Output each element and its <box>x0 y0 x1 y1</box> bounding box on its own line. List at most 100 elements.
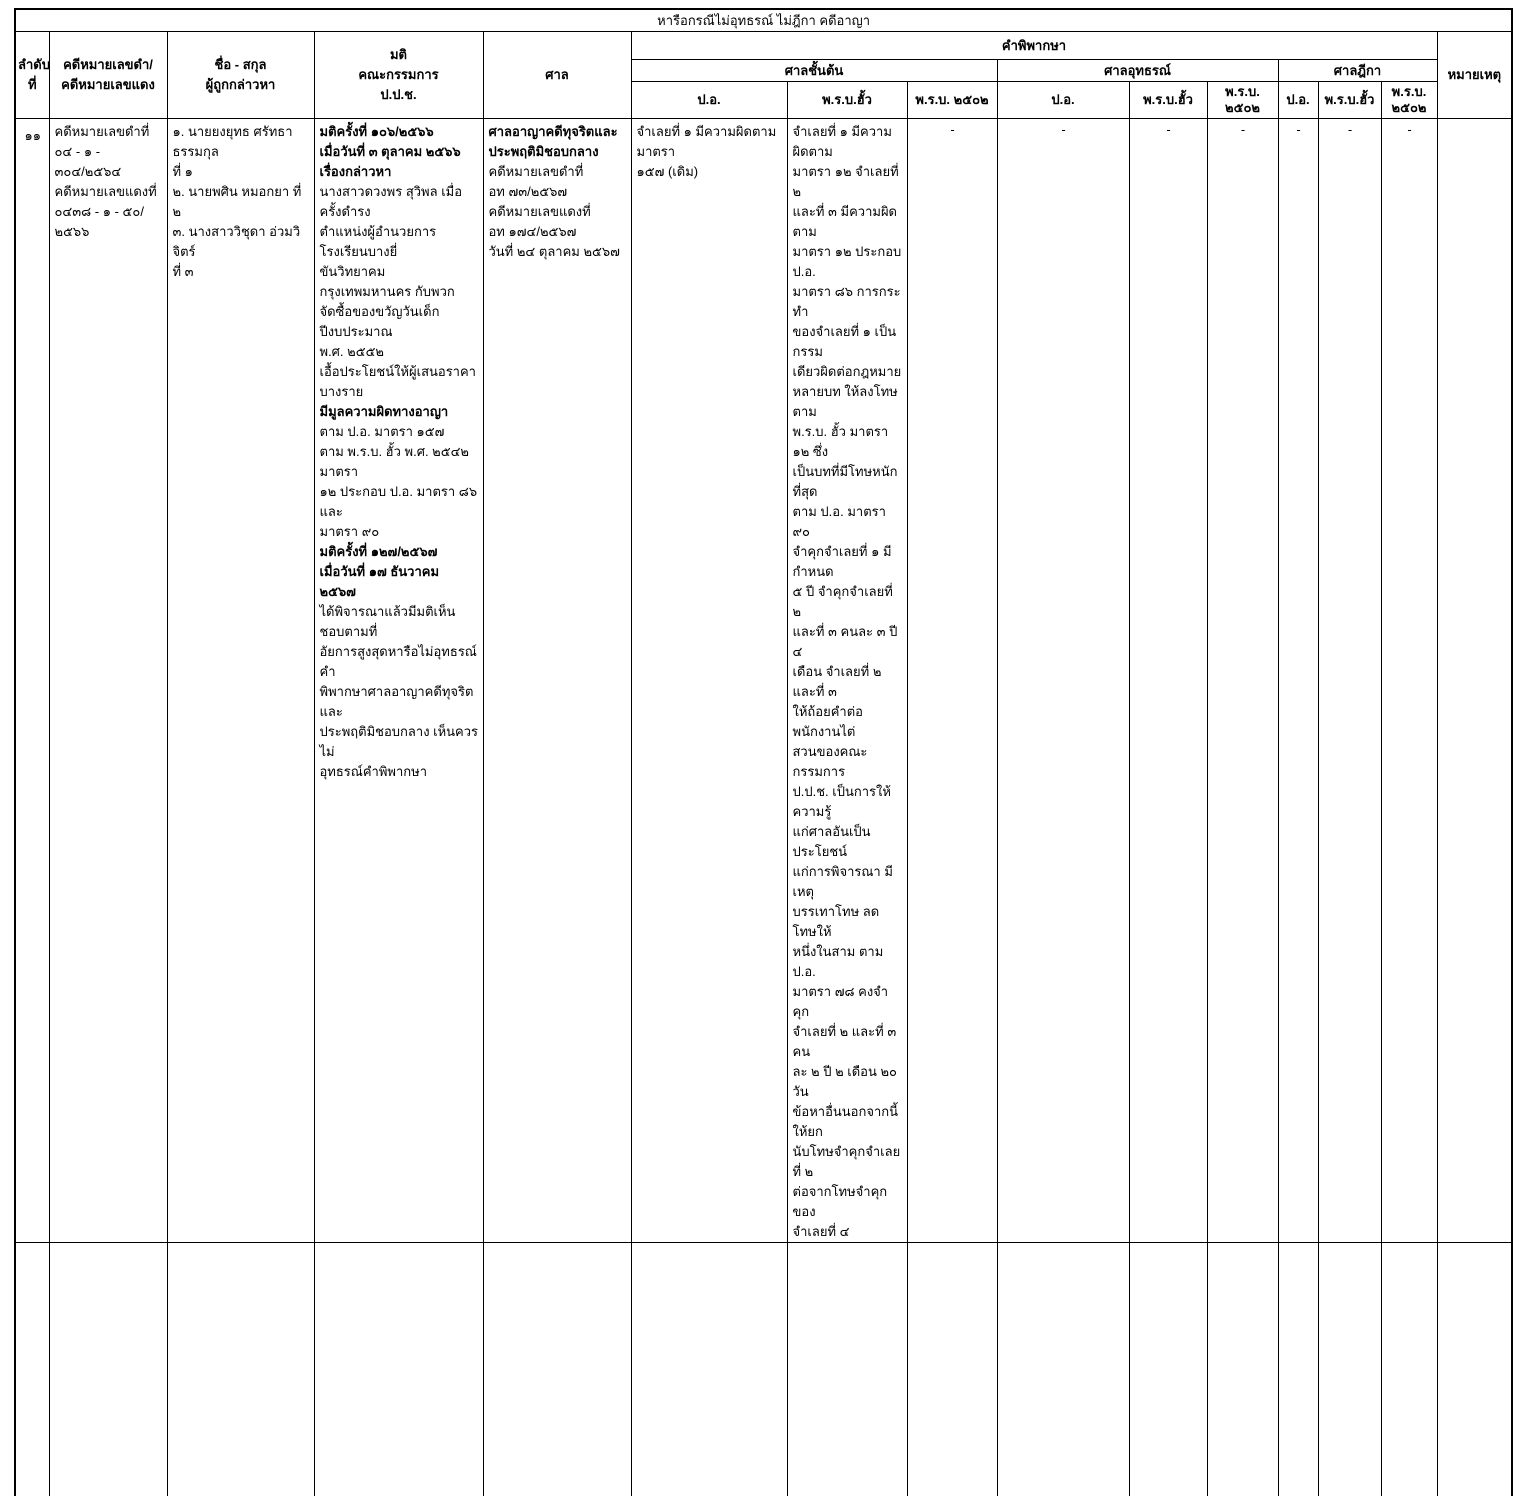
filler-cell <box>314 1243 483 1496</box>
table-row: ๑๑ คดีหมายเลขดำที่๐๔ - ๑ - ๓๐๔/๒๕๖๔คดีหม… <box>15 119 1512 1243</box>
filler-cell <box>907 1243 997 1496</box>
text-line: ที่ ๑ <box>173 162 310 182</box>
text-line: พ.ศ. ๒๕๕๒ <box>320 342 479 362</box>
cell-remark <box>1437 119 1512 1243</box>
text-line: อท ๗๓/๒๕๖๗ <box>489 182 627 202</box>
text-line: มาตรา ๑๒ จำเลยที่ ๒ <box>793 162 903 202</box>
table-title: หารือกรณีไม่อุทธรณ์ ไม่ฎีกา คดีอาญา <box>15 9 1512 32</box>
text-line: ประพฤติมิชอบกลาง <box>489 142 627 162</box>
text-line: ตาม ป.อ. มาตรา ๙๐ <box>793 502 903 542</box>
text-line: ต่อจากโทษจำคุกของ <box>793 1182 903 1222</box>
text-line: คดีหมายเลขดำที่ <box>55 122 163 142</box>
text-line: จัดซื้อของขวัญวันเด็ก ปีงบประมาณ <box>320 302 479 342</box>
text-line: จำเลยที่ ๔ <box>793 1222 903 1242</box>
text-line: มาตรา ๑๒ ประกอบป.อ. <box>793 242 903 282</box>
text-line: เอื้อประโยชน์ให้ผู้เสนอราคาบางราย <box>320 362 479 402</box>
text-line: คดีหมายเลขแดง <box>52 75 165 95</box>
text-line: หนึ่งในสาม ตาม ป.อ. <box>793 942 903 982</box>
cell-supreme-hua: - <box>1318 119 1381 1243</box>
text-line: ประพฤติมิชอบกลาง เห็นควรไม่ <box>320 722 479 762</box>
text-line: แก่การพิจารณา มีเหตุ <box>793 862 903 902</box>
subcol-appeal-hua: พ.ร.บ.ฮั้ว <box>1129 82 1207 119</box>
filler-cell <box>167 1243 314 1496</box>
subcol-supreme-hua: พ.ร.บ.ฮั้ว <box>1318 82 1381 119</box>
filler-cell <box>1381 1243 1437 1496</box>
text-line: มติ <box>317 45 481 65</box>
text-line: มาตรา ๘๖ การกระทำ <box>793 282 903 322</box>
subcol-appeal-po: ป.อ. <box>997 82 1129 119</box>
text-line: เดียวผิดต่อกฎหมาย <box>793 362 903 382</box>
filler-cell <box>1318 1243 1381 1496</box>
text-line: ตาม ป.อ. มาตรา ๑๕๗ <box>320 422 479 442</box>
cell-accused-names: ๑. นายยงยุทธ ศรัทธาธรรมกุลที่ ๑๒. นายพศิ… <box>167 119 314 1243</box>
table-row-filler <box>15 1243 1512 1496</box>
text-line: มาตรา ๗๘ คงจำคุก <box>793 982 903 1022</box>
filler-cell <box>1278 1243 1318 1496</box>
col-header-judgment: คำพิพากษา <box>631 32 1437 60</box>
text-line: คณะกรรมการ <box>317 65 481 85</box>
text-line: มติครั้งที่ ๑๐๖/๒๕๖๖ <box>320 122 479 142</box>
subcol-first-hua: พ.ร.บ.ฮั้ว <box>787 82 907 119</box>
cell-first-instance-hua: จำเลยที่ ๑ มีความผิดตามมาตรา ๑๒ จำเลยที่… <box>787 119 907 1243</box>
text-line: ขันวิทยาคม กรุงเทพมหานคร กับพวก <box>320 262 479 302</box>
group-header-first-instance-court: ศาลชั้นต้น <box>631 60 997 82</box>
text-line: มาตรา ๙๐ <box>320 522 479 542</box>
col-header-remark: หมายเหตุ <box>1437 32 1512 119</box>
text-line: ข้อหาอื่นนอกจากนี้ให้ยก <box>793 1102 903 1142</box>
text-line: อัยการสูงสุดหารือไม่อุทธรณ์คำ <box>320 642 479 682</box>
text-line: ๑๒ ประกอบ ป.อ. มาตรา ๘๖ และ <box>320 482 479 522</box>
text-line: ลำดับ <box>18 55 47 75</box>
text-line: ๑. นายยงยุทธ ศรัทธาธรรมกุล <box>173 122 310 162</box>
subcol-first-act2502: พ.ร.บ. ๒๕๐๒ <box>907 82 997 119</box>
text-line: พิพากษาศาลอาญาคดีทุจริตและ <box>320 682 479 722</box>
text-line: คดีหมายเลขแดงที่ <box>489 202 627 222</box>
text-line: คดีหมายเลขแดงที่ <box>55 182 163 202</box>
cell-appeal-hua: - <box>1129 119 1207 1243</box>
text-line: เดือน จำเลยที่ ๒ และที่ ๓ <box>793 662 903 702</box>
filler-cell <box>1207 1243 1278 1496</box>
col-header-accused-name: ชื่อ - สกุลผู้ถูกกล่าวหา <box>167 32 314 119</box>
text-line: ผู้ถูกกล่าวหา <box>170 75 312 95</box>
filler-cell <box>49 1243 167 1496</box>
cell-court-info: ศาลอาญาคดีทุจริตและประพฤติมิชอบกลางคดีหม… <box>483 119 631 1243</box>
cell-supreme-po: - <box>1278 119 1318 1243</box>
text-line: ตำแหน่งผู้อำนวยการโรงเรียนบางยี่ <box>320 222 479 262</box>
filler-cell <box>997 1243 1129 1496</box>
text-line: ๕ ปี จำคุกจำเลยที่ ๒ <box>793 582 903 622</box>
text-line: จำคุกจำเลยที่ ๑ มีกำหนด <box>793 542 903 582</box>
cell-supreme-act2502: - <box>1381 119 1437 1243</box>
text-line: ๑๕๗ (เดิม) <box>637 162 783 182</box>
cell-case-numbers: คดีหมายเลขดำที่๐๔ - ๑ - ๓๐๔/๒๕๖๔คดีหมายเ… <box>49 119 167 1243</box>
col-header-index: ลำดับที่ <box>15 32 49 119</box>
text-line: เป็นบทที่มีโทษหนักที่สุด <box>793 462 903 502</box>
group-header-appeal-court: ศาลอุทธรณ์ <box>997 60 1278 82</box>
text-line: คดีหมายเลขดำ/ <box>52 55 165 75</box>
text-line: สวนของคณะกรรมการ <box>793 742 903 782</box>
filler-cell <box>1129 1243 1207 1496</box>
text-line: ที่ ๓ <box>173 262 310 282</box>
text-line: วันที่ ๒๔ ตุลาคม ๒๕๖๗ <box>489 242 627 262</box>
cell-nacc-resolution: มติครั้งที่ ๑๐๖/๒๕๖๖เมื่อวันที่ ๓ ตุลาคม… <box>314 119 483 1243</box>
filler-cell <box>15 1243 49 1496</box>
text-line: บรรเทาโทษ ลดโทษให้ <box>793 902 903 942</box>
col-header-nacc-resolution: มติคณะกรรมการป.ป.ช. <box>314 32 483 119</box>
subcol-supreme-po: ป.อ. <box>1278 82 1318 119</box>
text-line: ป.ป.ช. <box>317 85 481 105</box>
cell-first-instance-po: จำเลยที่ ๑ มีความผิดตาม มาตรา๑๕๗ (เดิม) <box>631 119 787 1243</box>
text-line: ของจำเลยที่ ๑ เป็นกรรม <box>793 322 903 362</box>
text-line: จำเลยที่ ๑ มีความผิดตาม มาตรา <box>637 122 783 162</box>
text-line: จำเลยที่ ๒ และที่ ๓ คน <box>793 1022 903 1062</box>
text-line: หลายบท ให้ลงโทษตาม <box>793 382 903 422</box>
cell-appeal-act2502: - <box>1207 119 1278 1243</box>
title-row: หารือกรณีไม่อุทธรณ์ ไม่ฎีกา คดีอาญา <box>15 9 1512 32</box>
text-line: ได้พิจารณาแล้วมีมติเห็นชอบตามที่ <box>320 602 479 642</box>
row-index-number: ๑๑ <box>21 122 45 146</box>
text-line: มติครั้งที่ ๑๒๗/๒๕๖๗ <box>320 542 479 562</box>
text-line: ๓. นางสาววิชุดา อ่วมวิจิตร์ <box>173 222 310 262</box>
subcol-appeal-act2502: พ.ร.บ. ๒๕๐๒ <box>1207 82 1278 119</box>
text-line: และที่ ๓ มีความผิดตาม <box>793 202 903 242</box>
text-line: คดีหมายเลขดำที่ <box>489 162 627 182</box>
filler-cell <box>631 1243 787 1496</box>
text-line: ป.ป.ช. เป็นการให้ความรู้ <box>793 782 903 822</box>
header-row-1: ลำดับที่ คดีหมายเลขดำ/คดีหมายเลขแดง ชื่อ… <box>15 32 1512 60</box>
